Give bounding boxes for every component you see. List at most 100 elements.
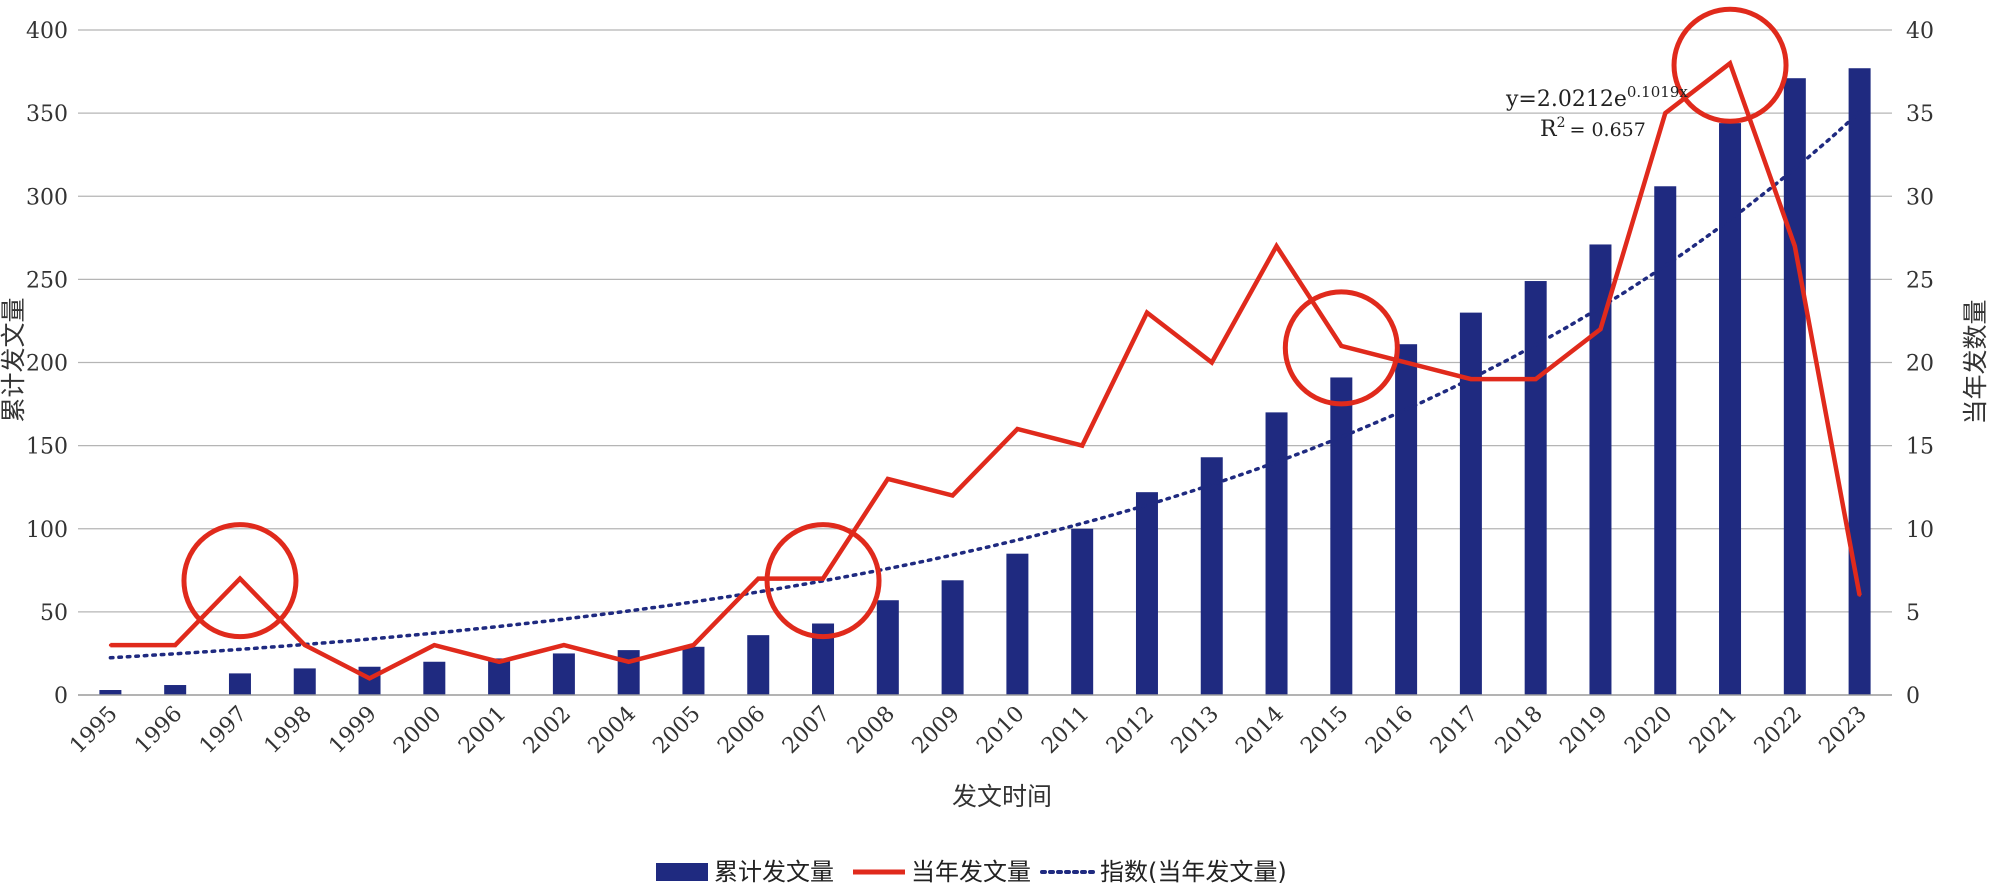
bar [1783,78,1806,695]
bar [1006,553,1029,695]
line-point [1080,444,1084,448]
r-squared-value: = 0.657 [1570,119,1646,141]
x-tick-label: 2008 [843,702,900,759]
line-point [1728,61,1732,65]
line-series [108,59,1862,681]
line-point [1793,244,1797,248]
x-axis-title: 发文时间 [952,782,1052,811]
x-tick-label: 2005 [648,702,705,759]
bar [1071,528,1094,695]
bar [1459,312,1482,695]
highlight-circle [181,522,299,640]
legend-item-annual: 当年发文量 [853,858,1031,884]
x-tick-label: 1995 [65,702,122,759]
bar [1265,412,1288,695]
x-tick-label: 1997 [195,702,252,759]
line-point [562,643,566,647]
legend-label-cumulative: 累计发文量 [714,858,834,884]
y2-tick-label: 15 [1906,435,1934,460]
highlight-circle [1282,289,1400,407]
x-tick-label: 2000 [389,702,446,759]
y-tick-label: 150 [26,435,68,460]
trendline-path [108,110,1862,660]
y-tick-label: 400 [26,19,68,44]
line-point [1858,593,1862,597]
line-point [1404,361,1408,364]
x-tick-label: 2020 [1620,702,1677,759]
bar [1200,457,1223,695]
y-tick-label: 350 [26,102,68,127]
bar [617,650,640,695]
line-point [1015,427,1019,431]
line-point [1534,377,1538,381]
y2-tick-label: 0 [1906,684,1920,709]
y2-tick-label: 5 [1906,601,1920,626]
bar [812,623,835,695]
line-point [1210,361,1214,364]
highlight-circle [764,522,882,640]
line-point [1469,377,1473,381]
line-point [368,676,372,680]
line-point [173,643,177,647]
line-point [627,660,631,664]
y2-tick-label: 30 [1906,185,1934,210]
x-tick-label: 1996 [130,702,187,759]
bar [1395,344,1418,695]
line-point [821,577,825,581]
line-point [497,660,501,664]
y2-tick-label: 40 [1906,19,1934,44]
line-point [1145,311,1149,315]
equation-prefix: y=2.0212e [1505,87,1627,112]
line-point [303,643,307,647]
bar [164,685,187,695]
x-tick-label: 2015 [1296,702,1353,759]
bar [682,646,705,695]
bar [552,653,575,695]
x-tick-label: 2016 [1361,702,1418,759]
bar [228,673,251,695]
line-point [238,577,242,581]
legend-swatch-bar [656,863,708,881]
annual-line [110,59,1862,681]
line-point [1663,111,1667,115]
trendline [108,110,1862,660]
bar [941,580,964,695]
y2-tick-label: 25 [1906,268,1934,293]
bar [293,668,316,695]
x-tick-label: 2012 [1102,702,1159,759]
line-point [886,477,890,481]
legend: 累计发文量 当年发文量 指数(当年发文量) [656,858,1287,884]
y2-tick-label: 20 [1906,352,1934,377]
x-tick-label: 2013 [1167,702,1224,759]
bar [1848,68,1871,696]
x-tick-label: 2009 [908,702,965,759]
line-point [1275,244,1279,248]
bar [1719,123,1742,696]
bar [1330,377,1353,695]
bar [1654,186,1677,695]
legend-label-trend: 指数(当年发文量) [1100,858,1287,884]
x-tick-label: 2019 [1555,702,1612,759]
bar [99,690,122,695]
x-tick-label: 1998 [260,702,317,759]
line-point [691,643,695,647]
x-tick-label: 1999 [325,702,382,759]
trendline-equation: y=2.0212e0.1019x R2 = 0.657 [1505,83,1688,142]
legend-label-annual: 当年发文量 [911,858,1031,884]
r-squared-prefix: R [1540,117,1558,142]
y-tick-label: 50 [40,601,68,626]
bar [1135,492,1158,695]
x-tick-label: 2006 [713,702,770,759]
highlight-circle [1671,6,1789,124]
y-axis-title: 累计发文量 [0,297,28,422]
x-tick-label: 2017 [1426,702,1483,759]
x-tick-label: 2014 [1232,702,1289,759]
line-point [108,643,112,647]
bar [488,658,511,695]
bar [423,661,446,695]
line-point [756,577,760,581]
legend-item-trend: 指数(当年发文量) [1040,858,1287,884]
highlight-circles [181,6,1789,640]
x-tick-label: 2007 [778,702,835,759]
x-tick-label: 2010 [972,702,1029,759]
